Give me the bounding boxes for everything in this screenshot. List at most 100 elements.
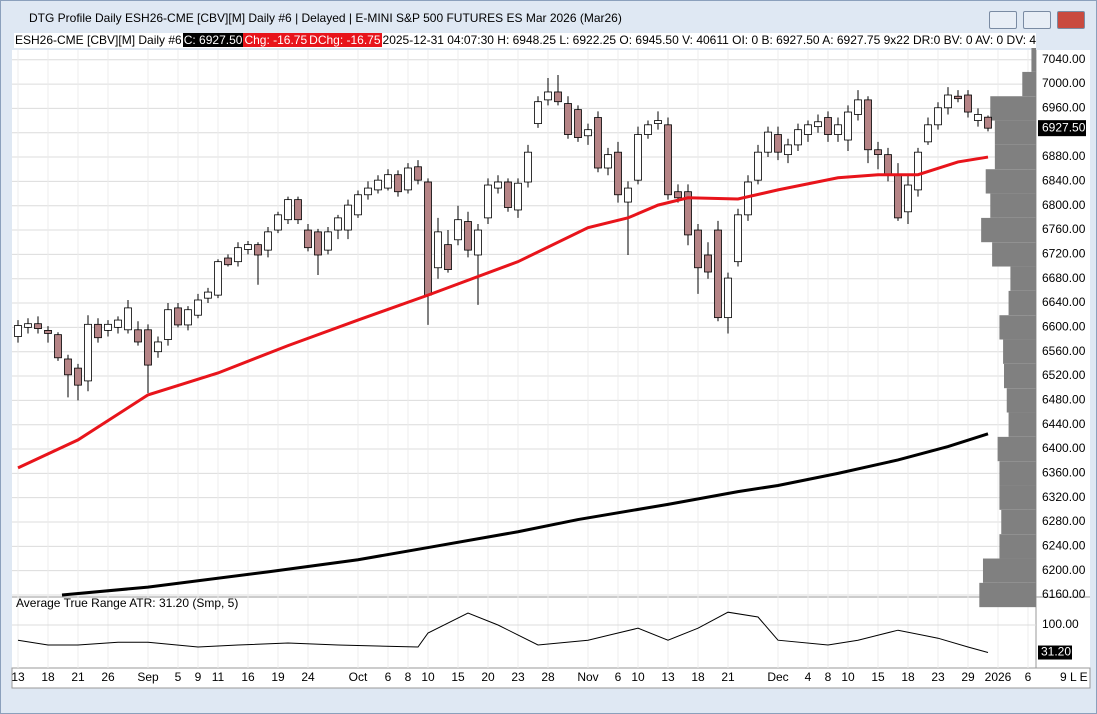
candle-body — [664, 124, 672, 196]
moving-average — [61, 432, 989, 597]
volume-profile-bar — [981, 217, 1036, 243]
candle-body — [474, 229, 482, 256]
candle-body — [424, 181, 432, 296]
volume-profile-bar — [1006, 388, 1036, 413]
candle-body — [144, 329, 152, 366]
x-tick-label: Oct — [349, 670, 368, 684]
candle-body — [674, 191, 682, 199]
window-title: DTG Profile Daily ESH26-CME [CBV][M] Dai… — [29, 11, 622, 25]
x-tick-label: 19 — [271, 670, 285, 684]
candle-body — [984, 116, 992, 129]
candle-body — [554, 91, 562, 103]
last-price-marker — [1038, 120, 1086, 137]
candle-body — [934, 107, 942, 126]
candle-body — [334, 217, 342, 231]
close-button[interactable] — [1057, 11, 1085, 29]
volume-profile-bar — [1008, 290, 1036, 316]
candle-body — [634, 134, 642, 181]
candle-body — [504, 181, 512, 208]
y-tick-label: 7040.00 — [1042, 52, 1086, 66]
candle-body — [714, 229, 722, 319]
candle-body — [224, 257, 232, 266]
volume-profile-bar — [999, 315, 1036, 340]
candle-body — [764, 131, 772, 153]
volume-profile-bar — [997, 436, 1036, 462]
candle-body — [284, 199, 292, 221]
volume-profile-bar — [979, 582, 1036, 608]
atr-line — [17, 611, 989, 654]
candle-body — [874, 149, 882, 156]
y-tick-label: 6840.00 — [1042, 174, 1086, 188]
atr-marker — [1038, 645, 1072, 660]
y-tick-label: 6800.00 — [1042, 198, 1086, 212]
candle-body — [624, 187, 632, 203]
x-tick-label: 6 — [385, 670, 392, 684]
y-tick-label: 6480.00 — [1042, 393, 1086, 407]
candle-body — [94, 323, 102, 339]
candle-body — [154, 341, 162, 353]
x-tick-label: 28 — [541, 670, 555, 684]
volume-profile-bar — [1022, 71, 1036, 97]
candle-body — [824, 117, 832, 135]
y-tick-label: 6720.00 — [1042, 247, 1086, 261]
candle-body — [814, 121, 822, 128]
atr-last-label: 31.20 — [1041, 645, 1071, 659]
x-tick-label: 24 — [301, 670, 315, 684]
x-tick-label: 4 — [805, 670, 812, 684]
volume-profile-bar — [994, 120, 1036, 145]
maximize-button[interactable] — [1023, 11, 1051, 29]
volume-profile-bar — [982, 558, 1036, 583]
x-tick-label: 26 — [101, 670, 115, 684]
candle-body — [24, 323, 32, 328]
candle-body — [364, 187, 372, 196]
y-tick-label: 6200.00 — [1042, 563, 1086, 577]
minimize-button[interactable] — [989, 11, 1017, 29]
x-tick-label: 20 — [481, 670, 495, 684]
candle-body — [164, 309, 172, 340]
x-tick-label: 6 — [1025, 670, 1032, 684]
candle-body — [494, 181, 502, 189]
volume-profile-bar — [985, 169, 1036, 194]
candle-body — [734, 214, 742, 263]
candle-body — [134, 329, 142, 343]
candle-body — [374, 179, 382, 191]
change: Chg: -16.75 — [243, 33, 309, 47]
x-tick-label: Dec — [767, 670, 788, 684]
candle-body — [964, 94, 972, 113]
pane-title: Average True Range ATR: 31.20 (Smp, 5) — [16, 596, 238, 610]
candle-body — [724, 277, 732, 319]
candle-body — [414, 166, 422, 181]
candle-body — [264, 231, 272, 251]
candle-body — [974, 114, 982, 121]
candle-body — [944, 94, 952, 109]
candle-body — [104, 323, 112, 331]
plot-bg — [12, 50, 1090, 668]
candle-body — [394, 174, 402, 193]
y-tick-label: 6880.00 — [1042, 149, 1086, 163]
candle-body — [834, 124, 842, 135]
candle-body — [574, 109, 582, 138]
x-tick-label: Nov — [577, 670, 598, 684]
candle-body — [314, 231, 322, 256]
candle-body — [864, 99, 872, 151]
x-tick-label: 21 — [71, 670, 85, 684]
x-tick-label: 18 — [691, 670, 705, 684]
candle-body — [274, 214, 282, 231]
corner-label: 9 L E — [1060, 670, 1088, 684]
candle-body — [604, 154, 612, 169]
candle-body — [14, 325, 22, 337]
y-tick-label: 6240.00 — [1042, 539, 1086, 553]
candle-body — [124, 307, 132, 331]
y-tick-label: 6320.00 — [1042, 490, 1086, 504]
candle-body — [454, 219, 462, 241]
x-tick-label: 16 — [241, 670, 255, 684]
volume-profile-bar — [1001, 509, 1036, 535]
candle-body — [924, 124, 932, 143]
day-change: DChg: -16.75 — [308, 33, 382, 47]
candle-body — [894, 174, 902, 219]
candle-body — [784, 144, 792, 156]
candle-body — [534, 101, 542, 124]
volume-profile-bar — [1003, 339, 1036, 364]
candle-body — [114, 319, 122, 328]
